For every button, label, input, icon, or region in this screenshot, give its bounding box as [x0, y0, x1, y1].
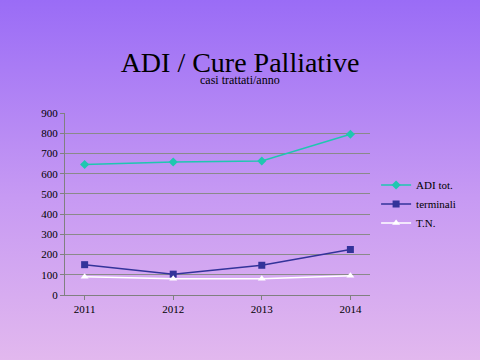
svg-text:terminali: terminali — [416, 198, 456, 210]
svg-text:200: 200 — [41, 248, 58, 260]
svg-text:400: 400 — [41, 208, 58, 220]
svg-text:900: 900 — [41, 107, 58, 119]
svg-text:600: 600 — [41, 168, 58, 180]
svg-text:300: 300 — [41, 228, 58, 240]
svg-text:ADI / Cure Palliative: ADI / Cure Palliative — [121, 47, 360, 78]
svg-text:2013: 2013 — [251, 303, 274, 315]
svg-text:2011: 2011 — [74, 303, 96, 315]
svg-text:casi trattati/anno: casi trattati/anno — [200, 73, 280, 87]
svg-text:700: 700 — [41, 147, 58, 159]
svg-text:ADI tot.: ADI tot. — [416, 179, 453, 191]
svg-text:800: 800 — [41, 127, 58, 139]
svg-text:100: 100 — [41, 269, 58, 281]
svg-text:500: 500 — [41, 188, 58, 200]
svg-text:0: 0 — [52, 289, 58, 301]
svg-text:T.N.: T.N. — [416, 217, 436, 229]
svg-text:2012: 2012 — [162, 303, 184, 315]
svg-text:2014: 2014 — [339, 303, 362, 315]
